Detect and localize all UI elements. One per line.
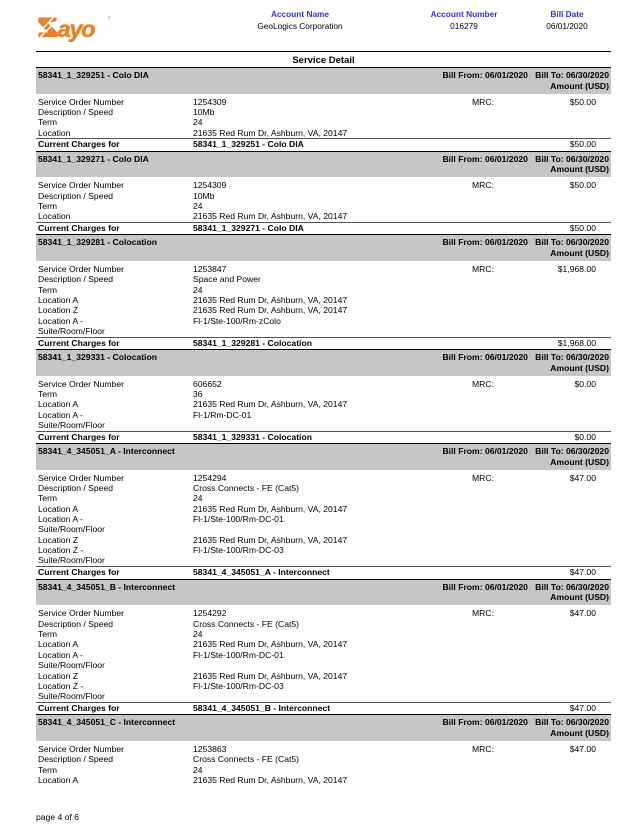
svg-text:ayo: ayo <box>58 16 95 42</box>
svg-text:®: ® <box>108 16 112 21</box>
